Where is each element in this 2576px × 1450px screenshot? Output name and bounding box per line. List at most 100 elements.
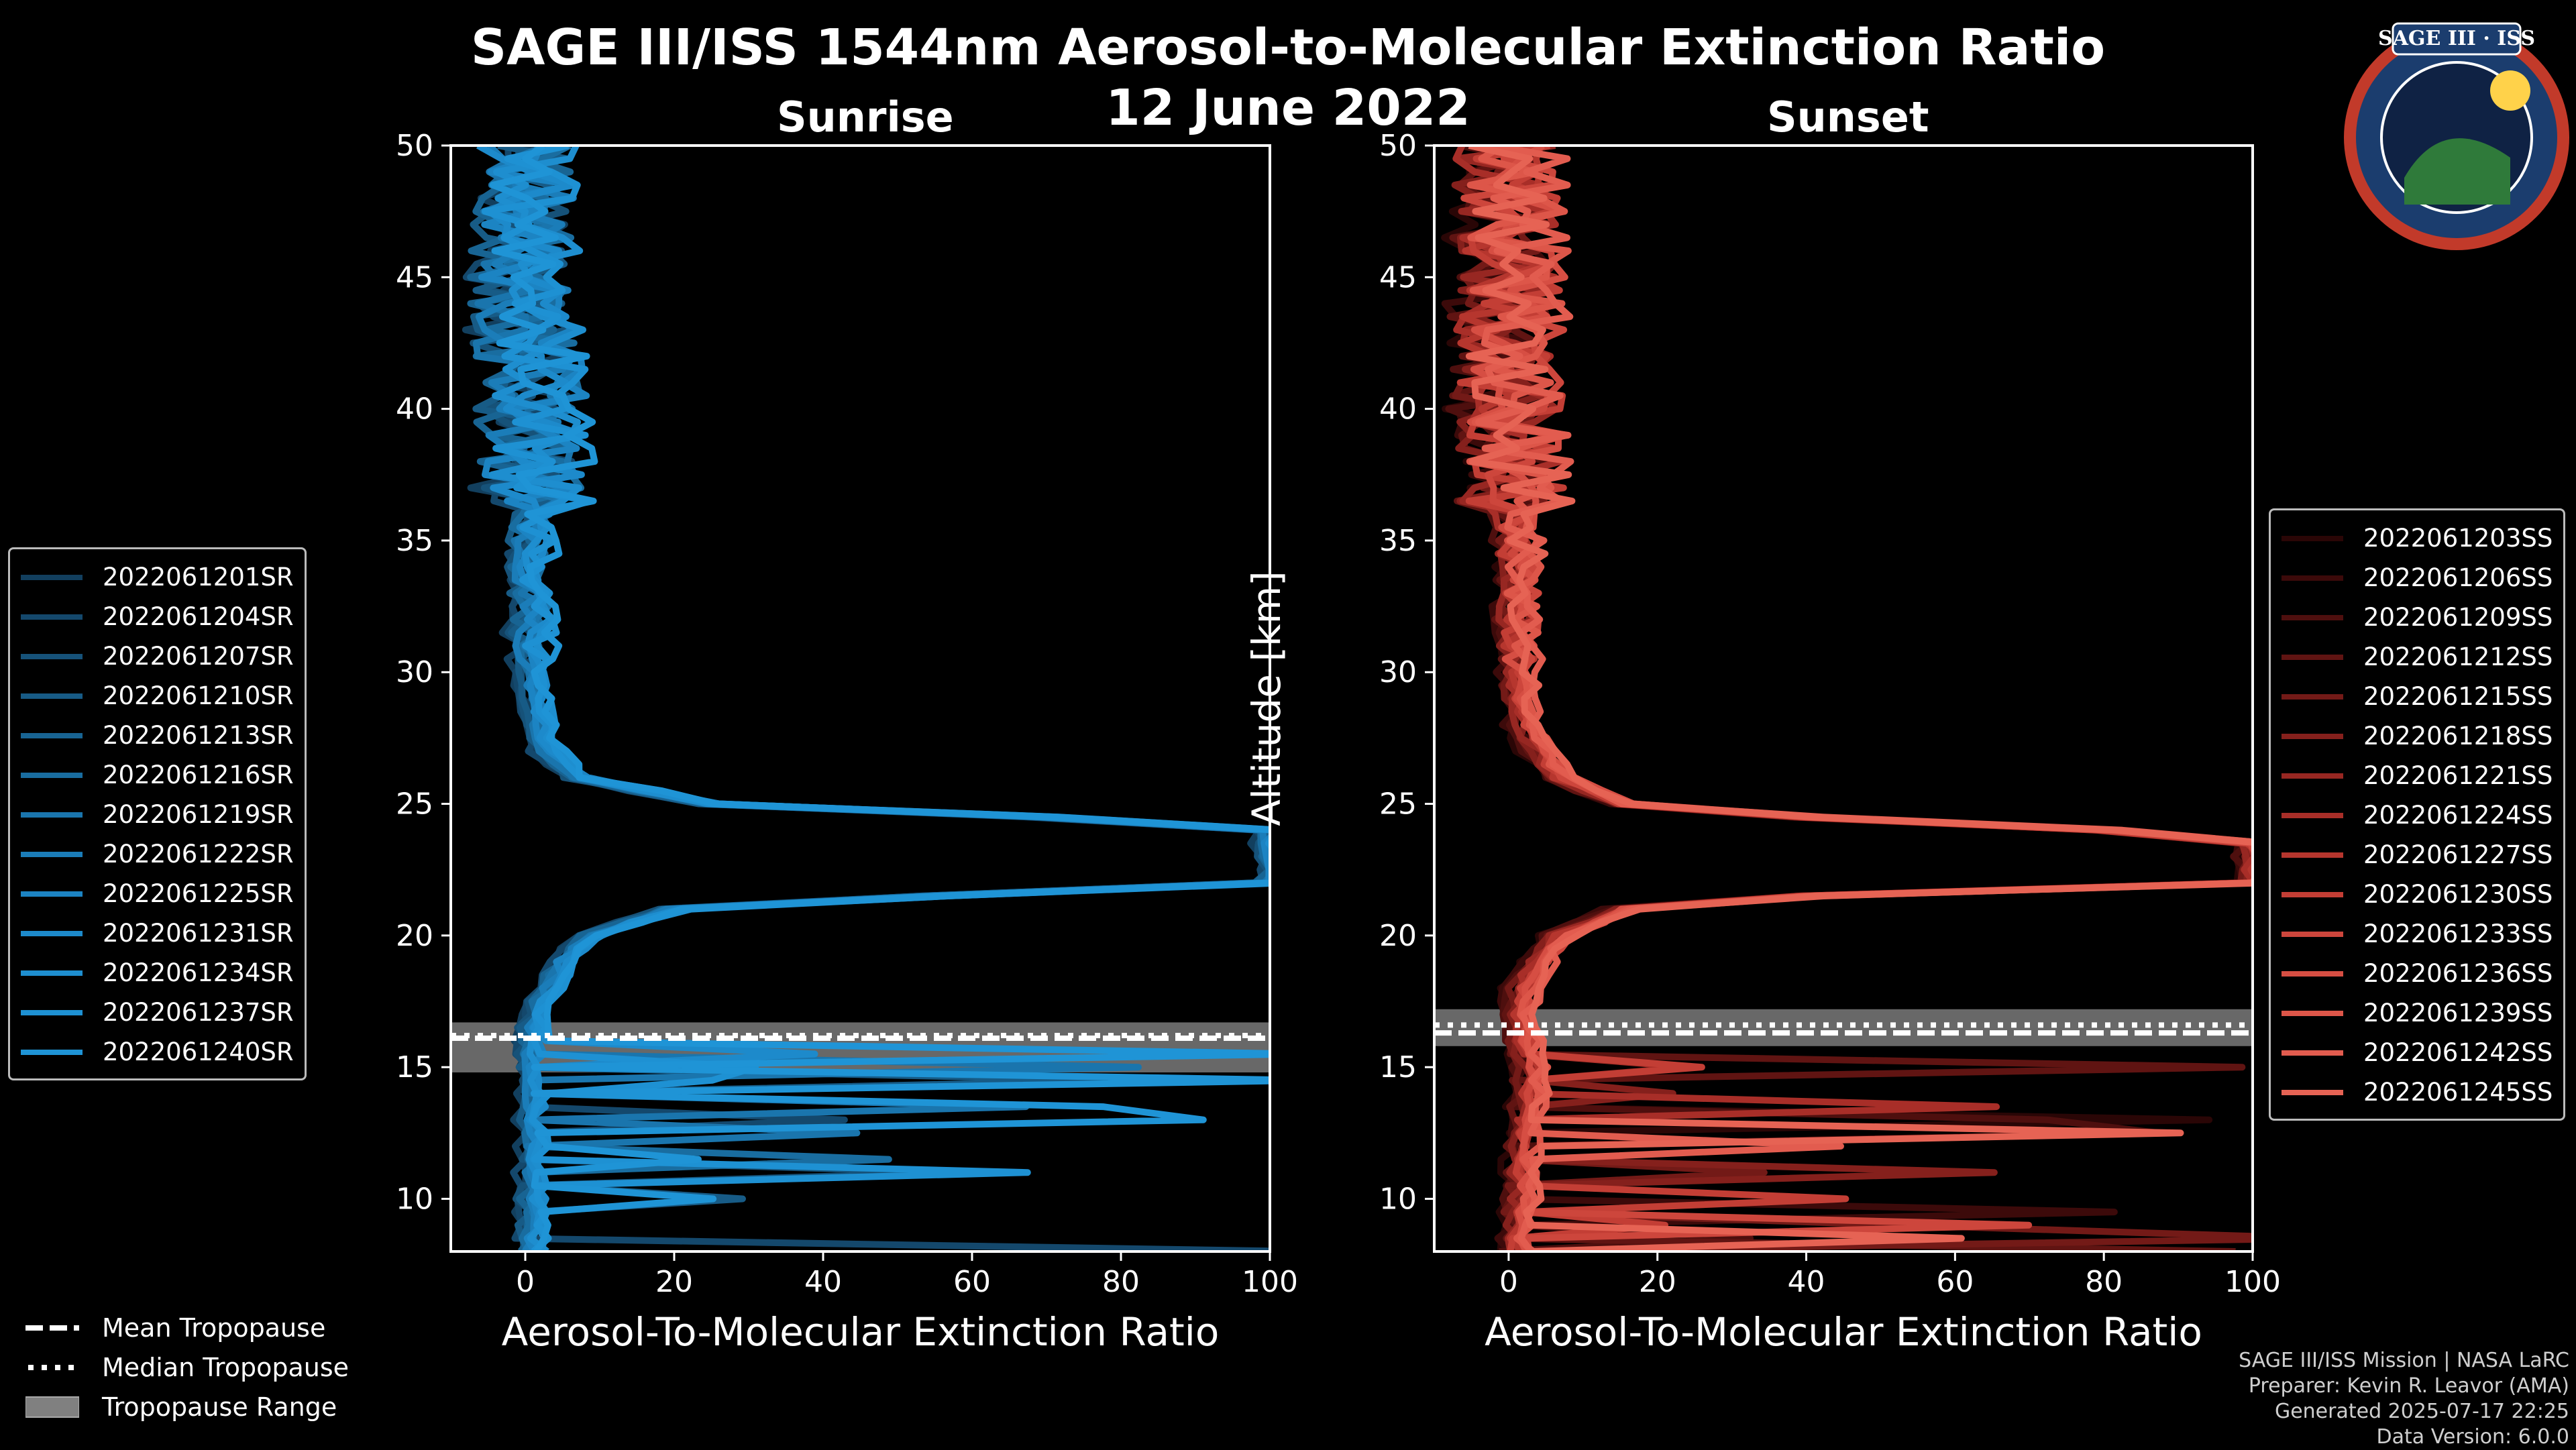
sunrise-x-axis-label: Aerosol-To-Molecular Extinction Ratio (502, 1309, 1220, 1355)
tropopause-legend-mean: Mean Tropopause (25, 1308, 349, 1347)
sunset-legend-item: 2022061230SS (2282, 875, 2553, 914)
sunrise-legend-item: 2022061201SR (21, 557, 294, 597)
legend-label: 2022061222SR (103, 840, 294, 869)
sunrise-legend-item: 2022061225SR (21, 874, 294, 913)
chart-title: SAGE III/ISS 1544nm Aerosol-to-Molecular… (470, 19, 2106, 76)
sunset-x-tick-label: 20 (1639, 1265, 1676, 1299)
sunrise-x-tick-label: 20 (655, 1265, 693, 1299)
legend-swatch (21, 930, 83, 936)
logo-text: SAGE III · ISS (2378, 27, 2535, 50)
legend-label: 2022061204SR (103, 602, 294, 631)
sunset-x-tick-label: 0 (1499, 1265, 1518, 1299)
sunset-x-tick-label: 40 (1788, 1265, 1825, 1299)
sunrise-legend-item: 2022061240SR (21, 1032, 294, 1072)
footer-version: Data Version: 6.0.0 (2376, 1425, 2569, 1449)
legend-label: 2022061216SR (103, 761, 294, 789)
median-tropopause-label: Median Tropopause (102, 1352, 349, 1382)
legend-label: 2022061209SS (2363, 603, 2553, 632)
legend-swatch (21, 614, 83, 620)
legend-swatch (2282, 1010, 2343, 1016)
legend-swatch (2282, 654, 2343, 660)
footer-preparer: Preparer: Kevin R. Leavor (AMA) (2248, 1374, 2569, 1398)
sunrise-legend-item: 2022061216SR (21, 755, 294, 795)
sunset-panel-title: Sunset (1767, 93, 1929, 142)
sunrise-y-tick-label: 45 (396, 260, 433, 294)
sunset-y-tick-label: 40 (1379, 392, 1417, 427)
legend-label: 2022061212SS (2363, 643, 2553, 671)
sunset-legend-item: 2022061233SS (2282, 914, 2553, 954)
sunset-series-2022061245SS (1465, 146, 2253, 1251)
sunset-legend-item: 2022061209SS (2282, 598, 2553, 637)
legend-label: 2022061245SS (2363, 1078, 2553, 1107)
sunrise-x-tick-label: 60 (953, 1265, 991, 1299)
legend-swatch (21, 653, 83, 659)
legend-swatch (2282, 535, 2343, 541)
sunset-legend-item: 2022061236SS (2282, 954, 2553, 993)
sunrise-y-tick-label: 10 (396, 1182, 433, 1216)
sunset-y-tick-label: 10 (1379, 1182, 1417, 1216)
sunrise-legend-item: 2022061207SR (21, 636, 294, 676)
tropopause-range-label: Tropopause Range (102, 1392, 337, 1422)
legend-label: 2022061221SS (2363, 761, 2553, 790)
sunrise-plot-area (451, 146, 1270, 1251)
legend-label: 2022061201SR (103, 563, 294, 592)
legend-label: 2022061242SS (2363, 1038, 2553, 1067)
legend-label: 2022061219SR (103, 800, 294, 829)
legend-label: 2022061227SS (2363, 840, 2553, 869)
sunset-series-2022061218SS (1451, 146, 2253, 1251)
legend-label: 2022061230SS (2363, 880, 2553, 909)
legend-label: 2022061213SR (103, 721, 294, 750)
sunset-frame (1433, 144, 2254, 1253)
sunrise-y-tick-label: 15 (396, 1050, 433, 1084)
dashed-line-swatch (25, 1325, 79, 1331)
legend-swatch (2282, 773, 2343, 779)
sunrise-legend-item: 2022061213SR (21, 716, 294, 755)
sunset-legend-item: 2022061224SS (2282, 795, 2553, 835)
range-swatch (25, 1396, 79, 1418)
sunrise-series-2022061240SR (489, 146, 1270, 1251)
sunset-y-tick-label: 20 (1379, 919, 1417, 953)
sunrise-legend-item: 2022061234SR (21, 953, 294, 993)
sunset-legend-item: 2022061242SS (2282, 1033, 2553, 1072)
sunset-y-axis-label: Altitude [km] (1244, 571, 1289, 826)
legend-swatch (21, 1009, 83, 1015)
sunrise-x-tick-label: 100 (1242, 1265, 1298, 1299)
legend-label: 2022061218SS (2363, 722, 2553, 750)
legend-swatch (21, 851, 83, 857)
sunset-legend-item: 2022061227SS (2282, 835, 2553, 875)
legend-swatch (2282, 614, 2343, 620)
legend-swatch (2282, 693, 2343, 700)
legend-label: 2022061210SR (103, 681, 294, 710)
sunrise-y-tick-label: 30 (396, 655, 433, 689)
footer-credits: SAGE III/ISS Mission | NASA LaRC Prepare… (2239, 1348, 2569, 1450)
sunrise-legend-item: 2022061210SR (21, 676, 294, 716)
legend-label: 2022061236SS (2363, 959, 2553, 988)
legend-swatch (21, 812, 83, 818)
legend-label: 2022061237SR (103, 998, 294, 1027)
sunset-legend: 2022061203SS 2022061206SS 2022061209SS 2022… (2269, 508, 2566, 1121)
footer-mission: SAGE III/ISS Mission | NASA LaRC (2239, 1349, 2569, 1372)
sunrise-legend-item: 2022061237SR (21, 993, 294, 1032)
sunset-axes: 0 20 40 60 80 100 10 15 20 25 30 35 40 45 50 Aerosol-To… (1244, 129, 2281, 1355)
legend-label: 2022061231SR (103, 919, 294, 948)
legend-swatch (21, 970, 83, 976)
legend-label: 2022061233SS (2363, 919, 2553, 948)
sunset-legend-item: 2022061245SS (2282, 1072, 2553, 1112)
legend-swatch (21, 891, 83, 897)
sunset-series-2022061236SS (1466, 146, 2253, 1251)
legend-swatch (2282, 891, 2343, 897)
footer-generated: Generated 2025-07-17 22:25 (2274, 1400, 2569, 1423)
legend-swatch (21, 574, 83, 580)
sunrise-legend-item: 2022061222SR (21, 834, 294, 874)
sunrise-x-tick-label: 80 (1102, 1265, 1140, 1299)
legend-label: 2022061207SR (103, 642, 294, 671)
sunset-legend-item: 2022061215SS (2282, 677, 2553, 716)
sunrise-y-tick-label: 35 (396, 524, 433, 558)
sunrise-series-2022061210SR (470, 146, 1270, 1251)
legend-swatch (2282, 575, 2343, 581)
sunset-y-tick-label: 35 (1379, 524, 1417, 558)
sunset-legend-item: 2022061218SS (2282, 716, 2553, 756)
legend-swatch (21, 732, 83, 738)
mean-tropopause-label: Mean Tropopause (102, 1313, 326, 1343)
sunset-x-tick-label: 60 (1936, 1265, 1974, 1299)
